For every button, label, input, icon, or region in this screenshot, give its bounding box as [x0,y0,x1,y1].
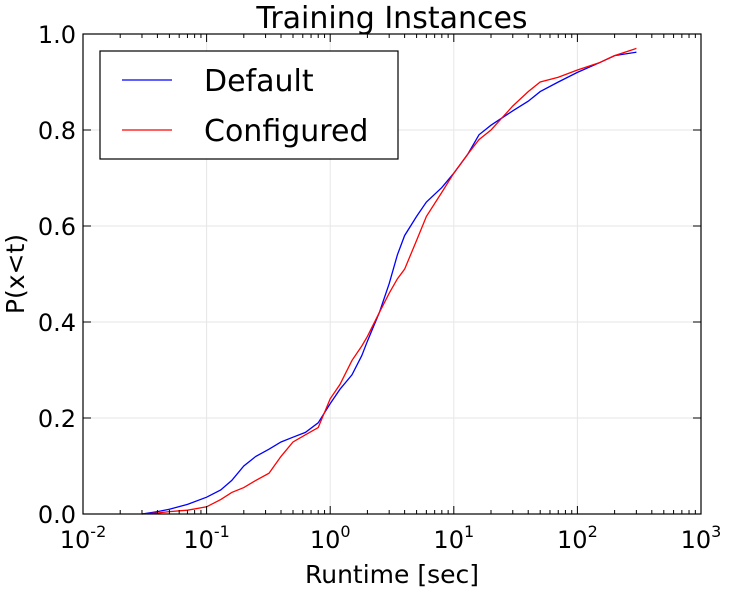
legend: Default Configured [99,50,399,160]
x-tick-label: 103 [681,522,722,554]
x-tick-label: 101 [433,522,474,554]
legend-label-default: Default [204,64,314,99]
y-tick-label: 0.6 [38,213,76,241]
x-tick-labels: 10-2 10-1 100 101 102 103 [60,522,722,554]
series-line-default [141,51,637,515]
axis-ticks [82,33,702,515]
y-tick-label: 0.4 [38,309,76,337]
plot-frame [82,33,702,515]
legend-label-configured: Configured [204,114,368,149]
series-lines [141,47,637,515]
y-axis-label: P(x<t) [1,234,30,314]
chart-title: Training Instances [255,1,527,36]
x-axis-label: Runtime [sec] [305,560,479,589]
y-tick-label: 1.0 [38,21,76,49]
series-line-configured [141,47,637,515]
x-tick-label: 100 [310,522,351,554]
y-tick-label: 0.2 [38,405,76,433]
y-tick-labels: 0.0 0.2 0.4 0.6 0.8 1.0 [38,21,76,529]
x-tick-label: 10-2 [60,522,107,554]
x-tick-label: 10-1 [183,522,230,554]
y-tick-label: 0.8 [38,117,76,145]
legend-box [99,50,399,160]
y-tick-label: 0.0 [38,501,76,529]
x-tick-label: 102 [557,522,598,554]
